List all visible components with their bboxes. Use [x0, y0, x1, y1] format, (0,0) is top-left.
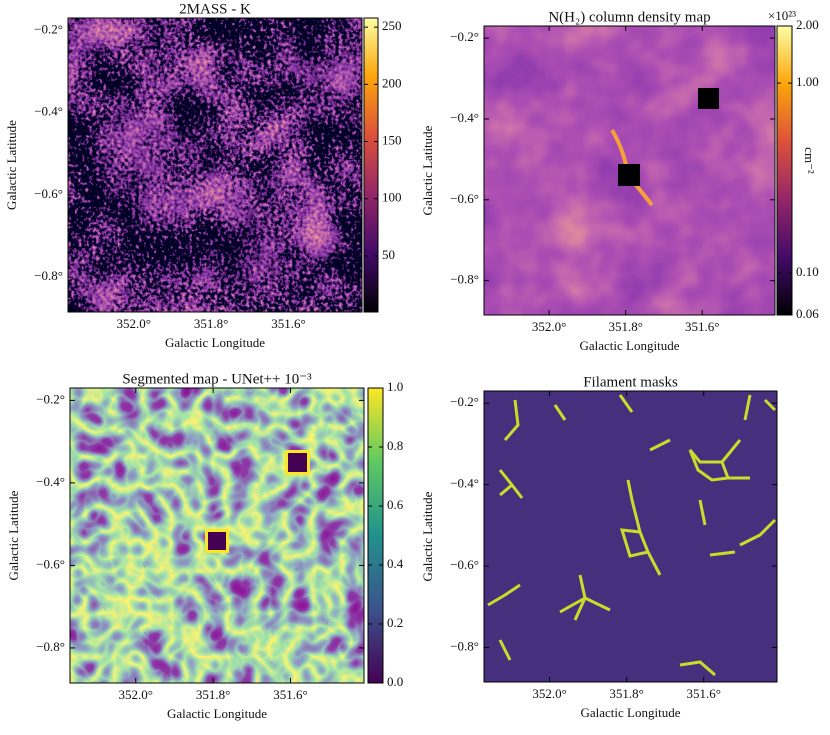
masked-region	[288, 453, 307, 472]
y-tick-label: −0.2°	[450, 394, 479, 409]
colorbar-tick-label: 0.0	[387, 674, 403, 689]
x-tick-label: 352.0°	[119, 687, 153, 702]
axes-frame	[483, 390, 778, 683]
axes-frame	[69, 387, 365, 684]
colorbar-tick-label: 2.00	[796, 17, 819, 32]
colorbar-tick-label: 50	[382, 247, 395, 262]
colorbar	[363, 17, 379, 313]
colorbar	[776, 25, 793, 316]
colorbar-tick-label: 0.2	[387, 615, 403, 630]
colorbar-tick-label: 0.8	[387, 438, 403, 453]
x-tick-label: 351.6°	[687, 686, 721, 701]
x-axis-label: Galactic Longitude	[165, 335, 265, 350]
chart-title: 2MASS - K	[179, 1, 251, 17]
x-tick-label: 351.6°	[685, 319, 719, 334]
x-axis-label: Galactic Longitude	[580, 338, 680, 353]
x-axis-label: Galactic Longitude	[581, 705, 681, 720]
chart-title: N(H₂) column density map	[548, 9, 710, 25]
x-tick-label: 351.6°	[273, 687, 307, 702]
colorbar-offset: ×10²³	[768, 8, 796, 23]
filament-masks	[487, 394, 777, 677]
x-axis-label: Galactic Longitude	[167, 706, 267, 721]
x-tick-label: 351.8°	[609, 686, 643, 701]
colorbar	[367, 387, 384, 684]
colorbar-tick-label: 0.06	[796, 306, 819, 321]
y-tick-label: −0.2°	[36, 391, 65, 406]
y-axis-label: Galactic Latitude	[6, 490, 21, 580]
y-axis-label: Galactic Latitude	[420, 491, 435, 581]
masked-region	[618, 164, 640, 186]
x-tick-label: 352.0°	[117, 316, 151, 331]
colorbar-label: cm⁻²	[802, 147, 817, 174]
y-tick-label: −0.6°	[36, 556, 65, 571]
y-axis-label: Galactic Latitude	[420, 125, 435, 215]
colorbar-tick-label: 1.00	[796, 74, 819, 89]
filament	[698, 499, 777, 557]
filament	[649, 394, 777, 452]
y-tick-label: −0.8°	[450, 638, 479, 653]
axes-frame	[483, 25, 776, 316]
colorbar-tick-label: 200	[382, 75, 402, 90]
image	[484, 391, 777, 682]
y-tick-label: −0.4°	[450, 476, 479, 491]
panels: 2MASS - K Galactic Longitude Galactic Lati…	[4, 1, 819, 721]
y-tick-label: −0.8°	[34, 268, 63, 283]
x-tick-label: 352.0°	[532, 319, 566, 334]
filament	[559, 574, 611, 621]
x-tick-label: 352.0°	[532, 686, 566, 701]
filament	[619, 479, 662, 576]
colorbar-tick-label: 0.10	[796, 264, 819, 279]
y-tick-label: −0.6°	[450, 191, 479, 206]
filament	[688, 439, 750, 482]
axes-frame	[67, 17, 363, 313]
x-tick-label: 351.8°	[196, 687, 230, 702]
y-tick-label: −0.2°	[450, 29, 479, 44]
y-tick-label: −0.6°	[450, 557, 479, 572]
x-tick-label: 351.8°	[194, 316, 228, 331]
colorbar-tick-label: 150	[382, 133, 402, 148]
y-tick-label: −0.4°	[34, 104, 63, 119]
y-tick-label: −0.8°	[450, 272, 479, 287]
colorbar-tick-label: 250	[382, 18, 402, 33]
y-tick-label: −0.8°	[36, 639, 65, 654]
y-tick-label: −0.2°	[34, 21, 63, 36]
y-axis-label: Galactic Latitude	[4, 120, 19, 210]
colorbar-tick-label: 0.6	[387, 497, 404, 512]
colorbar-tick-label: 100	[382, 190, 402, 205]
colorbar-tick-label: 1.0	[387, 379, 403, 394]
image	[68, 18, 362, 312]
filament	[498, 469, 524, 499]
chart-title: Filament masks	[583, 374, 678, 390]
chart-title: Segmented map - UNet++ 10⁻³	[122, 371, 312, 387]
filament	[487, 583, 716, 677]
x-tick-label: 351.6°	[271, 316, 305, 331]
decoration	[205, 88, 777, 677]
y-tick-label: −0.4°	[36, 474, 65, 489]
colorbar-tick-label: 0.4	[387, 556, 404, 571]
y-tick-label: −0.6°	[34, 186, 63, 201]
y-tick-label: −0.4°	[450, 110, 479, 125]
masked-region	[698, 88, 719, 109]
x-tick-label: 351.8°	[608, 319, 642, 334]
filament	[503, 394, 634, 441]
masked-region	[208, 532, 226, 550]
